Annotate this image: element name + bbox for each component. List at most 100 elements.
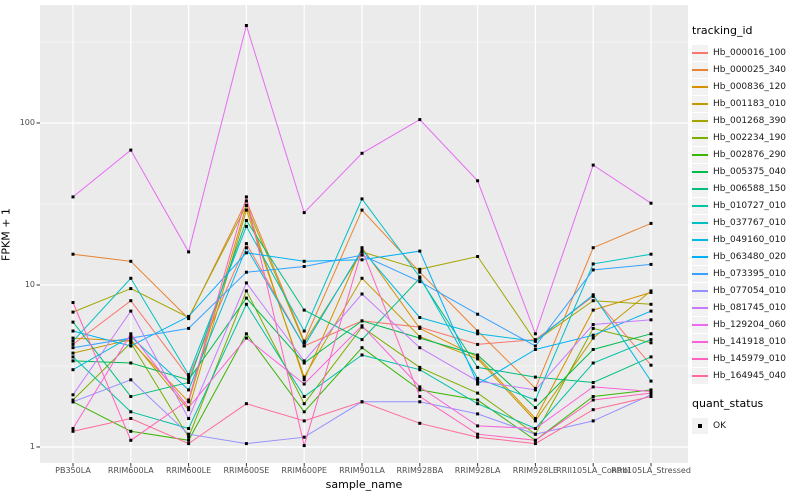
legend-key [692,248,708,265]
legend-item-label: Hb_000016_100 [713,47,787,58]
legend-item-label: Hb_005375_040 [713,166,787,177]
legend-item-label: Hb_129204_060 [713,319,787,330]
legend-key-line-icon [692,289,708,292]
legend-key [692,367,708,384]
legend-item-label: Hb_145979_010 [713,353,787,364]
legend-key-line-icon [692,51,708,54]
x-axis-title: sample_name [325,478,403,491]
y-axis-title: FPKM + 1 [0,208,13,261]
legend-key [692,129,708,146]
legend-key-line-icon [692,170,708,173]
x-tick-label: RRII105LA_Stressed [611,466,691,475]
x-tick-label: RRIM600SE [223,466,270,475]
legend-key [692,333,708,350]
panel-background [40,5,688,463]
legend-item: Hb_077054_010 [692,282,798,299]
legend-key-line-icon [692,272,708,275]
legend-key [692,163,708,180]
legend-item-label: Hb_001183_010 [713,98,787,109]
legend-key [692,316,708,333]
legend-item: Hb_037767_010 [692,214,798,231]
legend-key [692,146,708,163]
legend-item-label: Hb_000836_120 [713,81,787,92]
legend-item: Hb_005375_040 [692,163,798,180]
legend-key-line-icon [692,204,708,207]
legend-key-line-icon [692,323,708,326]
legend-key [692,44,708,61]
legend-item-label: Hb_002234_190 [713,132,787,143]
legend-key [692,61,708,78]
legend-item-label: Hb_010727_010 [713,200,787,211]
legend-key-line-icon [692,153,708,156]
legend-item: Hb_063480_020 [692,248,798,265]
legend-item-label: Hb_000025_340 [713,64,787,75]
y-tick-label: 1 [29,442,35,451]
legend-item-label: Hb_001268_390 [713,115,787,126]
legend-key-line-icon [692,306,708,309]
legend-item: Hb_001183_010 [692,95,798,112]
legend-key-line-icon [692,374,708,377]
legend-item-label: OK [713,420,726,431]
legend-item: Hb_006588_150 [692,180,798,197]
legend-key [692,95,708,112]
legend-item-label: Hb_164945_040 [713,370,787,381]
legend-item: Hb_141918_010 [692,333,798,350]
legend-key [692,231,708,248]
x-tick-label: RRIM600LA [107,466,154,475]
y-tick-label: 100 [19,118,35,127]
x-tick-label: RRIM928BA [396,466,444,475]
legend-key-line-icon [692,357,708,360]
legend-key [692,350,708,367]
legend-item: Hb_002876_290 [692,146,798,163]
legend-item-label: Hb_073395_010 [713,268,787,279]
legend-item: Hb_081745_010 [692,299,798,316]
x-tick-label: RRIM928LE [512,466,558,475]
legend-item: Hb_010727_010 [692,197,798,214]
legend-item: Hb_073395_010 [692,265,798,282]
legend-item: Hb_145979_010 [692,350,798,367]
legend-item: Hb_000025_340 [692,61,798,78]
legend-item-label: Hb_077054_010 [713,285,787,296]
legend-items: Hb_000016_100 Hb_000025_340 Hb_000836_120 H… [692,44,798,384]
legend-item-label: Hb_063480_020 [713,251,787,262]
legend-item: Hb_002234_190 [692,129,798,146]
legend-title-tracking-id: tracking_id [692,24,753,37]
legend-key-line-icon [692,221,708,224]
legend-item-label: Hb_006588_150 [713,183,787,194]
legend-key-line-icon [692,68,708,71]
legend-key-line-icon [692,119,708,122]
legend-item-label: Hb_049160_010 [713,234,787,245]
legend-key [692,282,708,299]
legend-item-label: Hb_141918_010 [713,336,787,347]
legend-item: Hb_129204_060 [692,316,798,333]
legend-item: Hb_000016_100 [692,44,798,61]
x-tick-label: PB350LA [55,466,91,475]
x-tick-label: RRIM600PE [281,466,327,475]
legend-key-line-icon [692,187,708,190]
legend-key [692,180,708,197]
legend-title-quant-status: quant_status [692,397,764,410]
y-tick-label: 10 [24,280,35,289]
legend-key [692,112,708,129]
legend-item-label: Hb_081745_010 [713,302,787,313]
legend-item-label: Hb_037767_010 [713,217,787,228]
legend: tracking_id Hb_000016_100 Hb_000025_340 Hb… [692,24,798,434]
legend-key-line-icon [692,340,708,343]
legend-key [692,214,708,231]
x-tick-label: RRIM928LA [454,466,501,475]
legend-key-line-icon [692,136,708,139]
legend-item: Hb_049160_010 [692,231,798,248]
legend-key [692,197,708,214]
x-tick-label: RRII105LA_Control [556,466,631,475]
legend-key [692,265,708,282]
legend-key-line-icon [692,85,708,88]
legend-key-ok [692,417,708,434]
legend-item-ok: OK [692,417,798,434]
legend-key-line-icon [692,102,708,105]
x-tick-label: RRIM600LE [166,466,212,475]
x-tick-label: RRIM901LA [339,466,385,475]
legend-item: Hb_000836_120 [692,78,798,95]
legend-key-line-icon [692,238,708,241]
data-points [71,24,653,448]
